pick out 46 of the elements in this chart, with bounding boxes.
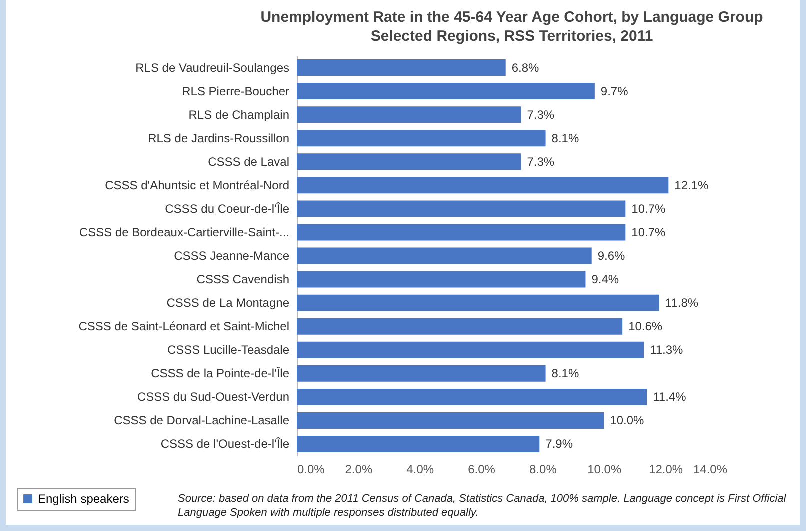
x-tick-label: 2.0% [345, 462, 373, 476]
y-tick-label: CSSS de Dorval-Lachine-Lasalle [114, 414, 290, 428]
y-tick-label: CSSS d'Ahuntsic et Montréal-Nord [105, 178, 290, 192]
data-label: 11.8% [665, 296, 699, 310]
data-label: 9.4% [592, 272, 620, 287]
data-label: 10.7% [632, 202, 666, 216]
chart-subtitle: Selected Regions, RSS Territories, 2011 [370, 28, 654, 45]
x-tick-label: 4.0% [406, 462, 434, 476]
data-label: 7.3% [527, 108, 555, 122]
y-tick-label: CSSS Jeanne-Mance [174, 249, 290, 263]
data-label: 8.1% [552, 131, 580, 146]
x-tick-label: 10.0% [588, 462, 622, 476]
data-label: 8.1% [552, 366, 580, 381]
y-tick-label: CSSS de Saint-Léonard et Saint-Michel [78, 320, 290, 334]
y-tick-label: CSSS de l'Ouest-de-l'Île [160, 437, 290, 452]
y-tick-label: CSSS de La Montagne [166, 296, 290, 310]
data-label: 11.4% [653, 390, 687, 404]
x-tick-label: 14.0% [693, 462, 728, 476]
chart-title: Unemployment Rate in the 45-64 Year Age Cohort, by Language Group [260, 9, 764, 26]
legend-label: English speakers [38, 492, 130, 506]
data-label: 9.6% [598, 249, 626, 263]
data-label: 10.6% [628, 320, 663, 334]
x-tick-label: 8.0% [530, 462, 558, 476]
y-tick-label: CSSS de la Pointe-de-l'Île [151, 366, 290, 381]
data-label: 11.3% [650, 343, 684, 358]
y-tick-label: RLS Pierre-Boucher [182, 84, 290, 98]
y-tick-label: CSSS de Laval [208, 154, 290, 169]
data-label: 7.9% [546, 437, 574, 452]
y-tick-label: RLS de Champlain [188, 108, 290, 122]
y-tick-label: RLS de Vaudreuil-Soulanges [136, 60, 290, 75]
x-tick-label: 12.0% [649, 462, 684, 476]
data-label: 10.7% [632, 225, 666, 240]
y-tick-label: CSSS Lucille-Teasdale [167, 343, 290, 358]
y-tick-label: RLS de Jardins-Roussillon [148, 131, 290, 146]
y-tick-label: CSSS Cavendish [196, 272, 290, 287]
y-tick-label: CSSS du Coeur-de-l'Île [165, 202, 290, 216]
data-label: 12.1% [674, 178, 709, 192]
data-label: 9.7% [600, 84, 629, 98]
source-note: Source: based on data from the 2011 Census of Canada, Statistics Canada, 100% sample. Language concept is First Official Language Spoken with multiple responses distributed equally. [178, 492, 788, 520]
data-label: 10.0% [610, 414, 644, 428]
data-label: 7.3% [527, 154, 555, 169]
x-tick-label: 0.0% [298, 462, 326, 476]
y-tick-label: CSSS du Sud-Ouest-Verdun [137, 390, 290, 404]
y-tick-label: CSSS de Bordeaux-Cartierville-Saint-... [79, 225, 290, 240]
x-tick-label: 6.0% [468, 462, 496, 476]
data-label: 6.8% [512, 60, 540, 75]
